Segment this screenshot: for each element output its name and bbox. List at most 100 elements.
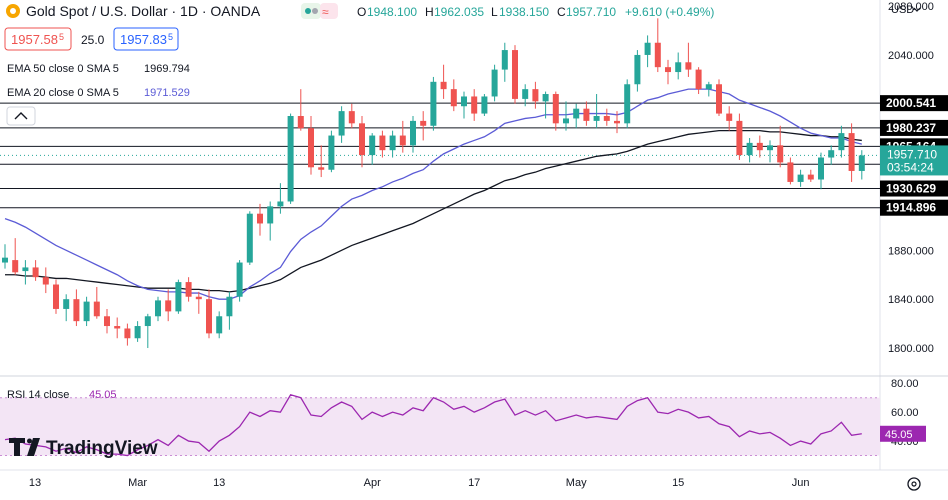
candle[interactable]: [665, 59, 671, 85]
candle[interactable]: [767, 140, 773, 163]
candle[interactable]: [246, 211, 253, 265]
candle[interactable]: [522, 84, 529, 107]
candle[interactable]: [624, 79, 631, 129]
candle[interactable]: [124, 323, 131, 346]
candle[interactable]: [440, 64, 447, 99]
candle[interactable]: [838, 125, 845, 158]
candle[interactable]: [308, 116, 314, 175]
candle[interactable]: [777, 125, 784, 168]
candle[interactable]: [195, 291, 202, 314]
symbol-title[interactable]: Gold Spot / U.S. Dollar · 1D · OANDA: [26, 3, 261, 19]
candle[interactable]: [93, 286, 100, 319]
candle[interactable]: [705, 81, 712, 97]
candle[interactable]: [552, 91, 559, 131]
candle[interactable]: [685, 42, 692, 77]
candle[interactable]: [614, 111, 620, 134]
settings-gear-icon[interactable]: [907, 477, 921, 491]
candle[interactable]: [359, 116, 365, 168]
candle[interactable]: [644, 35, 651, 68]
candle[interactable]: [216, 311, 223, 339]
candle[interactable]: [155, 296, 161, 322]
candle[interactable]: [858, 150, 865, 180]
candle[interactable]: [287, 113, 294, 204]
candle[interactable]: [563, 101, 569, 131]
rsi-legend-label[interactable]: RSI 14 close: [7, 389, 69, 401]
candle[interactable]: [695, 67, 702, 95]
candle[interactable]: [501, 42, 508, 82]
candle[interactable]: [603, 108, 610, 126]
sell-button[interactable]: [4, 27, 72, 51]
candle[interactable]: [257, 203, 263, 236]
tradingview-logo[interactable]: TradingView: [9, 438, 158, 459]
candle[interactable]: [42, 267, 49, 294]
candle[interactable]: [297, 89, 304, 131]
candle[interactable]: [491, 64, 498, 102]
candle[interactable]: [73, 289, 80, 327]
candle[interactable]: [634, 50, 641, 92]
candle[interactable]: [83, 296, 90, 327]
candle[interactable]: [348, 103, 355, 129]
candle[interactable]: [450, 79, 457, 112]
candle[interactable]: [328, 130, 335, 173]
candle[interactable]: [797, 169, 804, 187]
candle[interactable]: [338, 106, 345, 143]
currency-menu[interactable]: USD: [891, 4, 914, 16]
candle[interactable]: [532, 81, 539, 109]
candle[interactable]: [512, 45, 518, 104]
candle[interactable]: [716, 79, 722, 117]
candle[interactable]: [206, 289, 212, 339]
candle[interactable]: [583, 101, 590, 126]
candle[interactable]: [461, 91, 467, 119]
data-status-icon[interactable]: [320, 3, 338, 19]
candle[interactable]: [53, 279, 59, 314]
buy-button[interactable]: [113, 27, 179, 51]
candle[interactable]: [726, 106, 733, 131]
candle[interactable]: [818, 152, 824, 190]
candle[interactable]: [2, 244, 8, 269]
candle[interactable]: [471, 89, 478, 121]
candle[interactable]: [63, 294, 70, 322]
candle[interactable]: [756, 135, 763, 158]
candle[interactable]: [369, 133, 376, 165]
candle[interactable]: [185, 277, 192, 302]
candle[interactable]: [593, 94, 600, 129]
candle[interactable]: [267, 201, 274, 241]
candle[interactable]: [573, 103, 580, 129]
candle[interactable]: [542, 91, 549, 119]
ema20-legend-label[interactable]: EMA 20 close 0 SMA 5: [7, 87, 119, 99]
candle[interactable]: [420, 111, 427, 141]
candle[interactable]: [430, 76, 437, 131]
collapse-legend-button[interactable]: [6, 106, 36, 126]
candle[interactable]: [144, 313, 151, 349]
candle[interactable]: [389, 130, 396, 158]
candle[interactable]: [165, 289, 172, 322]
candle[interactable]: [736, 113, 743, 160]
candle[interactable]: [379, 130, 386, 158]
candle[interactable]: [22, 260, 29, 285]
price-axis-panel[interactable]: [880, 0, 948, 500]
candle[interactable]: [399, 120, 406, 153]
rsi-line[interactable]: [4, 394, 862, 457]
candle[interactable]: [410, 116, 416, 153]
candle[interactable]: [675, 52, 682, 80]
candle[interactable]: [175, 279, 182, 314]
candle[interactable]: [32, 260, 39, 281]
candle[interactable]: [277, 183, 284, 214]
ema50-legend-label[interactable]: EMA 50 close 0 SMA 5: [7, 63, 119, 75]
candle[interactable]: [12, 238, 19, 275]
ema50-line[interactable]: [5, 130, 862, 293]
candle[interactable]: [746, 137, 753, 163]
candle[interactable]: [828, 145, 835, 165]
candle[interactable]: [481, 94, 488, 117]
candle[interactable]: [226, 291, 233, 330]
candle[interactable]: [807, 169, 814, 182]
candle[interactable]: [318, 145, 325, 178]
candle[interactable]: [114, 317, 121, 339]
candle[interactable]: [848, 123, 855, 182]
candle[interactable]: [104, 308, 110, 334]
candle[interactable]: [787, 157, 794, 185]
candle[interactable]: [654, 18, 661, 73]
candle[interactable]: [134, 321, 141, 342]
candle[interactable]: [236, 260, 243, 302]
